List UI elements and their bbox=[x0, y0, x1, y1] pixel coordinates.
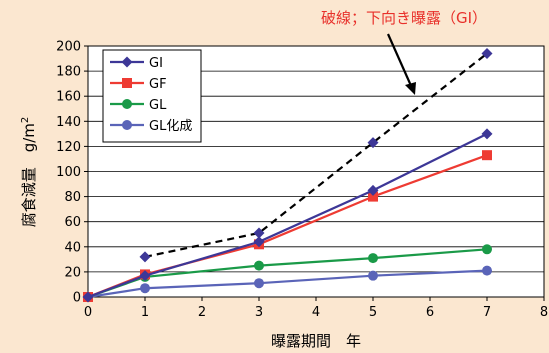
series-gl-point bbox=[254, 278, 264, 289]
x-tick-labels: 0 1 2 3 4 5 6 7 8 bbox=[84, 305, 548, 320]
series-gl bbox=[83, 265, 492, 302]
series-gi-point bbox=[82, 291, 94, 303]
y-tick-label: 0 bbox=[73, 291, 81, 306]
dashed-series-point bbox=[253, 227, 265, 239]
series-gl-point bbox=[140, 283, 150, 294]
dashed-series bbox=[139, 48, 493, 263]
x-tick-label: 0 bbox=[84, 305, 92, 320]
svg-text:腐食減量 g/m2: 腐食減量 g/m2 bbox=[20, 117, 38, 228]
legend: GI GF GL GL化成 bbox=[102, 49, 202, 143]
series-gl-point bbox=[254, 260, 264, 271]
y-tick-label: 100 bbox=[56, 165, 81, 180]
y-axis-title-sup: 2 bbox=[20, 117, 31, 123]
y-tick-label: 40 bbox=[64, 240, 81, 255]
legend-marker bbox=[122, 78, 132, 88]
x-tick-label: 5 bbox=[369, 305, 377, 320]
y-tick-label: 60 bbox=[64, 215, 81, 230]
y-tick-label: 180 bbox=[56, 65, 81, 80]
dashed-series-point bbox=[367, 137, 379, 149]
legend-item: GI bbox=[110, 56, 163, 71]
legend-item: GF bbox=[110, 77, 167, 92]
y-axis-title-main: 腐食減量 g/m bbox=[20, 123, 38, 227]
x-tick-label: 2 bbox=[198, 305, 206, 320]
x-tick-label: 6 bbox=[426, 305, 434, 320]
y-axis-title: 腐食減量 g/m2 bbox=[20, 117, 38, 228]
legend-label: GI bbox=[149, 56, 163, 71]
y-tick-label: 80 bbox=[64, 190, 81, 205]
x-tick-label: 4 bbox=[312, 305, 320, 320]
series-gl-point bbox=[482, 244, 492, 255]
legend-label: GF bbox=[149, 77, 167, 92]
legend-item: GL bbox=[110, 98, 167, 113]
y-tick-label: 160 bbox=[56, 90, 81, 105]
series-gl-point bbox=[368, 253, 378, 264]
x-tick-label: 8 bbox=[540, 305, 548, 320]
x-tick-label: 1 bbox=[141, 305, 149, 320]
y-tick-label: 120 bbox=[56, 140, 81, 155]
legend-box bbox=[102, 49, 202, 143]
legend-marker bbox=[122, 120, 132, 130]
x-tick-label: 7 bbox=[483, 305, 491, 320]
annotation-text: 破線；下向き曝露（GI） bbox=[321, 9, 487, 27]
dashed-series-point bbox=[139, 251, 151, 263]
dashed-series-point bbox=[481, 48, 493, 60]
legend-item: GL化成 bbox=[110, 119, 192, 134]
legend-label: GL化成 bbox=[149, 119, 192, 134]
series-gi-point bbox=[139, 270, 151, 282]
series-gf-point bbox=[482, 150, 492, 161]
legend-marker bbox=[122, 99, 132, 109]
series-gi bbox=[82, 128, 493, 303]
y-tick-labels: 0 20 40 60 80 100 120 140 160 180 200 bbox=[56, 40, 81, 306]
series-group bbox=[82, 48, 493, 303]
annotation-arrow bbox=[386, 33, 416, 95]
y-tick-label: 140 bbox=[56, 115, 81, 130]
series-gf-point bbox=[368, 191, 378, 202]
series-gi-point bbox=[481, 128, 493, 140]
legend-items: GI GF GL GL化成 bbox=[110, 56, 192, 134]
y-tick-label: 200 bbox=[56, 40, 81, 55]
y-tick-label: 20 bbox=[64, 265, 81, 280]
legend-marker bbox=[121, 56, 133, 68]
x-tick-label: 3 bbox=[255, 305, 263, 320]
x-axis-title: 曝露期間 年 bbox=[271, 332, 361, 350]
legend-label: GL bbox=[149, 98, 167, 113]
series-gl-point bbox=[482, 265, 492, 276]
series-gi-point bbox=[253, 236, 265, 248]
series-gl-point bbox=[368, 270, 378, 281]
series-gi-point bbox=[367, 184, 379, 196]
